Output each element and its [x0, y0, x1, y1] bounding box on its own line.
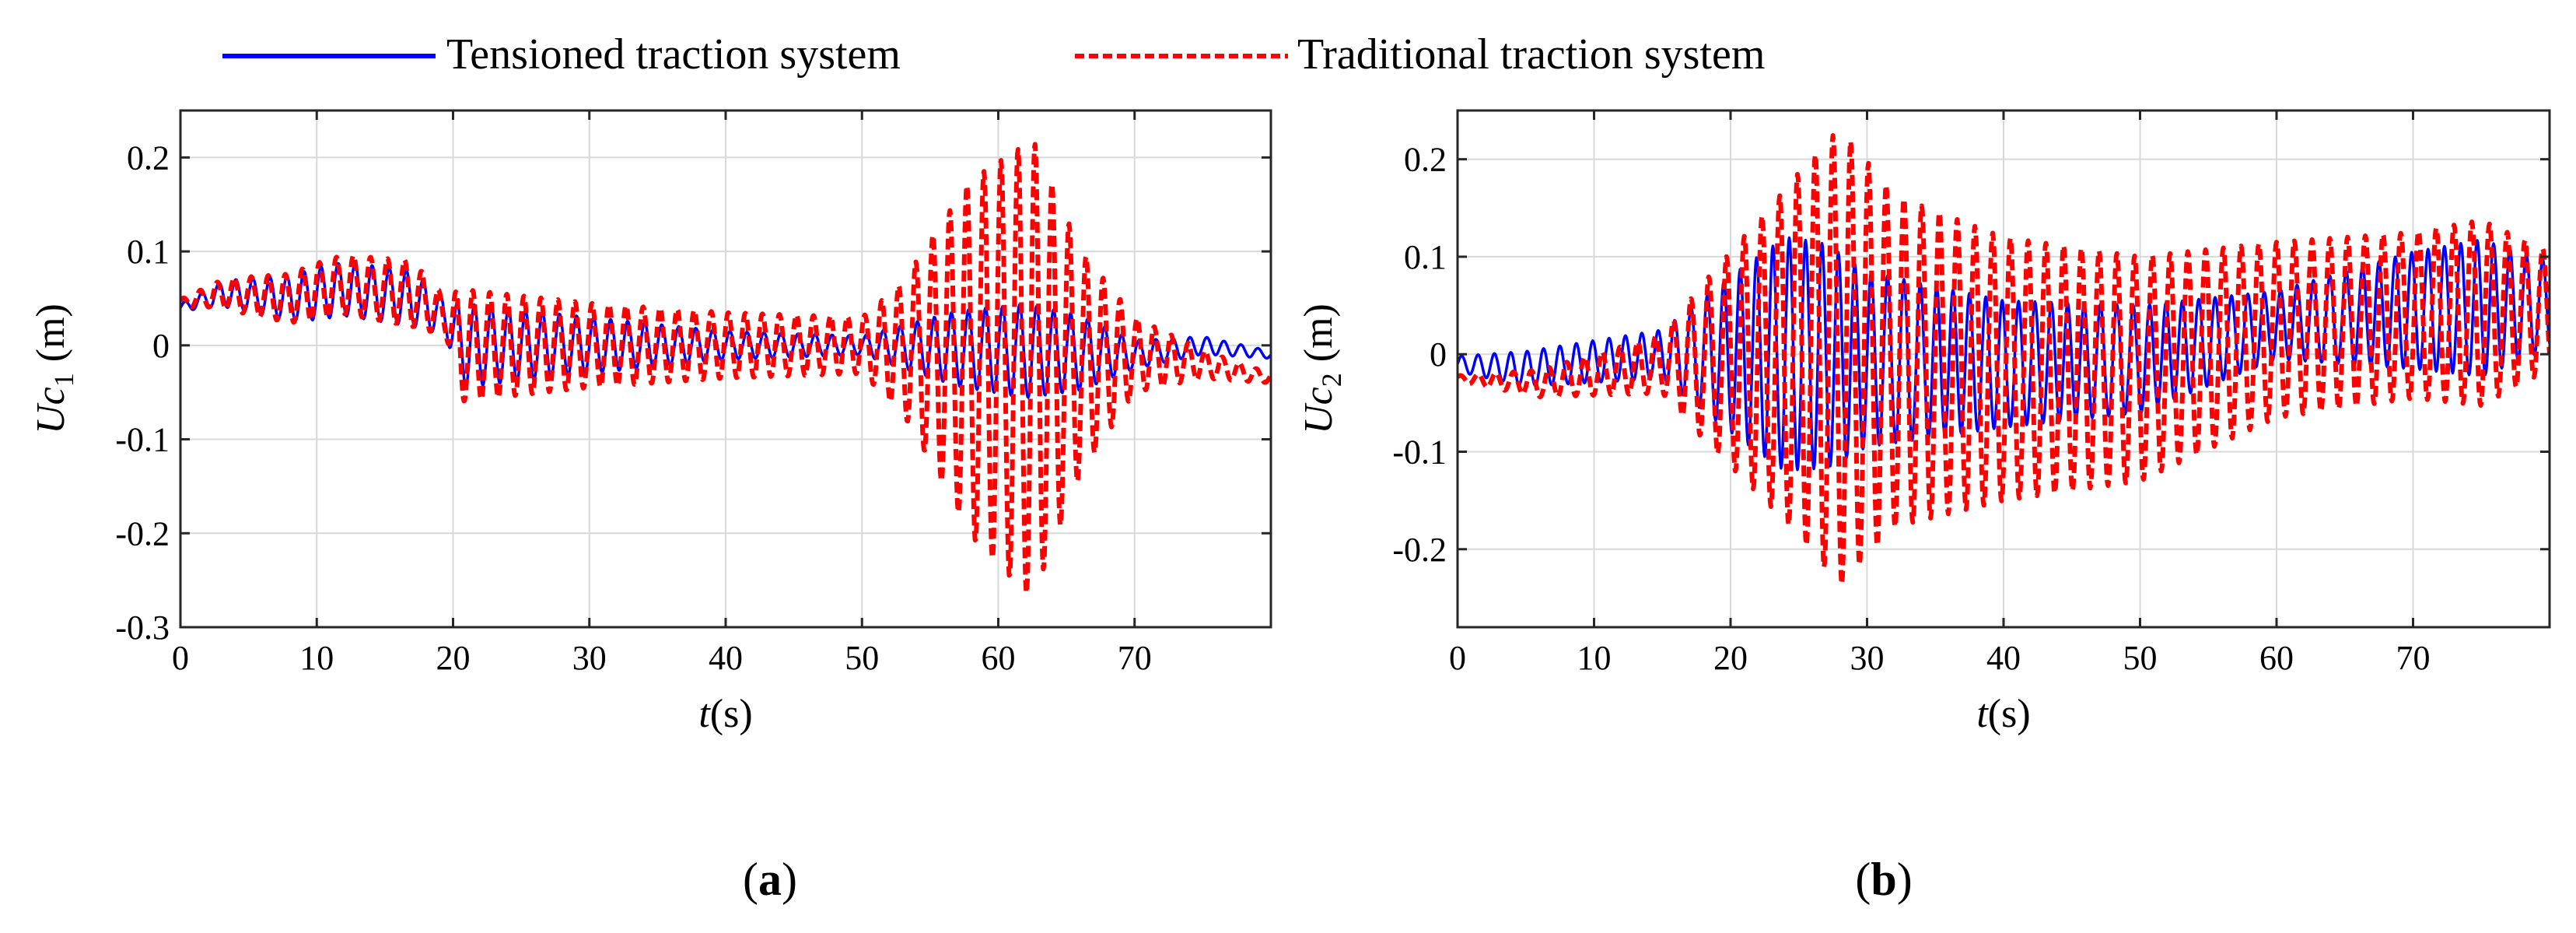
y-tick-label: -0.1	[1392, 433, 1447, 471]
y-axis-subscript-b: 2	[1316, 373, 1347, 387]
grid-a	[180, 110, 1271, 628]
y-axis-var-b: U	[1297, 402, 1341, 434]
x-tick-label: 50	[2123, 639, 2158, 677]
x-tick-label: 10	[1577, 639, 1612, 677]
y-tick-label: 0.2	[127, 139, 170, 177]
x-axis-unit-b: (s)	[1988, 692, 2031, 736]
y-tick-label: -0.2	[115, 514, 170, 552]
x-tick-label: 0	[172, 639, 189, 677]
y-tick-label: -0.2	[1392, 531, 1447, 569]
x-tick-label: 60	[982, 639, 1016, 677]
x-axis-var-a: t	[698, 692, 711, 736]
y-tick-label: 0.2	[1404, 141, 1447, 179]
x-axis-label-a: t(s)	[698, 692, 752, 736]
legend: Tensioned traction system Traditional tr…	[222, 30, 1765, 79]
x-axis-var-b: t	[1976, 692, 1989, 736]
series-layer-b	[1458, 133, 2550, 587]
chart-panel-a: 0 10 20 30 40 50 60 70 -0.3 -0.2 -0.1 0 0.1 0.2 t(s)…	[29, 109, 1272, 905]
y-tick-label: 0	[1430, 335, 1447, 374]
x-tick-label: 30	[1850, 639, 1885, 677]
x-ticks-a: 0 10 20 30 40 50 60 70	[172, 110, 1152, 677]
x-tick-label: 50	[845, 639, 879, 677]
y-axis-label-a: Uc1 (m)	[29, 303, 79, 434]
panel-label-a: (a)	[743, 854, 797, 905]
y-axis-label-b: Uc2 (m)	[1297, 303, 1347, 434]
x-axis-unit-a: (s)	[710, 692, 753, 736]
chart-panel-b: 0 10 20 30 40 50 60 70 -0.2 -0.1 0 0.1 0.2 t(s) Uc2…	[1297, 109, 2551, 905]
y-tick-label: 0.1	[1404, 238, 1447, 276]
x-axis-label-b: t(s)	[1976, 692, 2030, 736]
panel-label-b: (b)	[1855, 854, 1912, 905]
x-tick-label: 40	[709, 639, 743, 677]
y-tick-label: -0.3	[115, 609, 170, 647]
legend-label-traditional: Traditional traction system	[1297, 30, 1765, 79]
x-tick-label: 20	[436, 639, 471, 677]
y-axis-subscript-a: 1	[48, 373, 79, 387]
y-ticks-a: -0.3 -0.2 -0.1 0 0.1 0.2	[115, 139, 1271, 647]
x-tick-label: 70	[2396, 639, 2431, 677]
panel-letter-a: a	[758, 854, 782, 905]
series-line-traditional	[1458, 133, 2550, 587]
y-axis-sub-var-a: c	[29, 387, 73, 405]
y-tick-label: 0.1	[127, 233, 170, 271]
x-tick-label: 30	[572, 639, 607, 677]
x-tick-label: 20	[1713, 639, 1748, 677]
series-line-tensioned	[1458, 236, 2550, 472]
y-axis-sub-var-b: c	[1297, 387, 1341, 405]
series-layer-a	[180, 142, 1271, 595]
y-tick-label: 0	[152, 327, 170, 365]
y-tick-label: -0.1	[115, 421, 170, 459]
x-tick-label: 60	[2259, 639, 2294, 677]
x-tick-label: 0	[1449, 639, 1466, 677]
y-axis-unit-a: (m)	[29, 303, 73, 362]
y-axis-var-a: U	[29, 402, 73, 434]
series-line-traditional	[180, 142, 1271, 595]
x-tick-label: 10	[299, 639, 334, 677]
x-tick-label: 70	[1118, 639, 1152, 677]
y-axis-unit-b: (m)	[1297, 303, 1341, 362]
y-ticks-b: -0.2 -0.1 0 0.1 0.2	[1392, 141, 2550, 569]
x-ticks-b: 0 10 20 30 40 50 60 70	[1449, 110, 2431, 677]
legend-label-tensioned: Tensioned traction system	[446, 30, 901, 79]
x-tick-label: 40	[1986, 639, 2021, 677]
panel-letter-b: b	[1871, 854, 1896, 905]
